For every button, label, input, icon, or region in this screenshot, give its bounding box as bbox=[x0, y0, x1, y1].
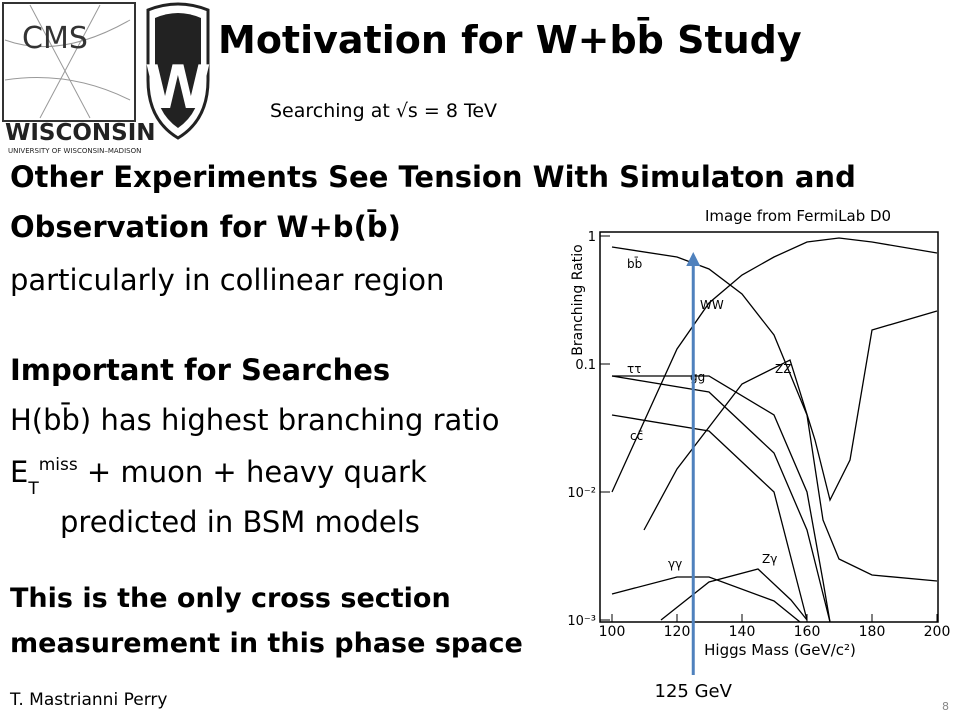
svg-text:W: W bbox=[145, 53, 211, 123]
y-tick-label: 10⁻³ bbox=[567, 614, 596, 629]
y-tick-label: 1 bbox=[588, 230, 596, 245]
curve-label: Zγ bbox=[762, 552, 777, 566]
curve-label: bb̄ bbox=[627, 257, 642, 271]
crest: W bbox=[145, 2, 211, 140]
curve-gammagamma bbox=[611, 576, 801, 623]
x-tick-label: 120 bbox=[664, 624, 691, 640]
x-tick-label: 160 bbox=[794, 624, 821, 640]
heading: Observation for W+b(b̄) bbox=[10, 210, 401, 244]
subscript: T bbox=[28, 479, 39, 499]
cms-logo: CMS WISCONSIN UNIVERSITY OF WISCONSIN–MA… bbox=[2, 2, 156, 155]
heading: Important for Searches bbox=[10, 353, 391, 387]
text: + muon + heavy quark bbox=[77, 455, 427, 489]
credit: Image from FermiLab D0 bbox=[705, 207, 892, 225]
logo-text: CMS bbox=[22, 21, 88, 56]
curve-label: γγ bbox=[668, 557, 682, 571]
logo-text: UNIVERSITY OF WISCONSIN–MADISON bbox=[8, 147, 141, 155]
curve-ww bbox=[611, 237, 938, 493]
logo-text: WISCONSIN bbox=[5, 120, 156, 146]
curve-label: ZZ bbox=[775, 362, 791, 376]
subtitle: Searching at √s = 8 TeV bbox=[270, 100, 498, 122]
superscript: miss bbox=[38, 455, 78, 475]
plot bbox=[599, 231, 939, 623]
marker-label: 125 GeV bbox=[655, 681, 733, 702]
y-tick-label: 10⁻² bbox=[567, 486, 596, 501]
curve-label: cc̄ bbox=[630, 429, 643, 443]
x-axis-label: Higgs Mass (GeV/c²) bbox=[704, 641, 856, 659]
y-tick-label: 0.1 bbox=[575, 358, 596, 373]
curve-label: WW bbox=[700, 298, 724, 312]
y-axis-label: Branching Ratio bbox=[570, 244, 586, 355]
x-tick-label: 140 bbox=[729, 624, 756, 640]
curve-tautau bbox=[611, 375, 831, 623]
title: Motivation for W+bb̄ Study bbox=[218, 18, 802, 62]
marker-arrowhead bbox=[686, 252, 701, 266]
curve-cc bbox=[611, 414, 808, 621]
curve-label: ττ bbox=[627, 362, 641, 376]
curve-zz bbox=[643, 310, 938, 531]
text: H(bb̄) has highest branching ratio bbox=[10, 403, 500, 437]
x-tick-label: 180 bbox=[859, 624, 886, 640]
heading: This is the only cross section bbox=[10, 583, 451, 614]
page-number: 8 bbox=[942, 700, 949, 713]
x-tick-label: 200 bbox=[924, 624, 951, 640]
footer: T. Mastrianni Perry bbox=[10, 690, 168, 710]
text: ETmiss + muon + heavy quark bbox=[10, 455, 427, 499]
text: particularly in collinear region bbox=[10, 263, 445, 297]
curves bbox=[611, 237, 938, 623]
x-tick-label: 100 bbox=[599, 624, 626, 640]
text: predicted in BSM models bbox=[60, 505, 420, 539]
heading: measurement in this phase space bbox=[10, 628, 523, 659]
heading: Other Experiments See Tension With Simul… bbox=[10, 160, 856, 194]
text: E bbox=[10, 455, 29, 489]
